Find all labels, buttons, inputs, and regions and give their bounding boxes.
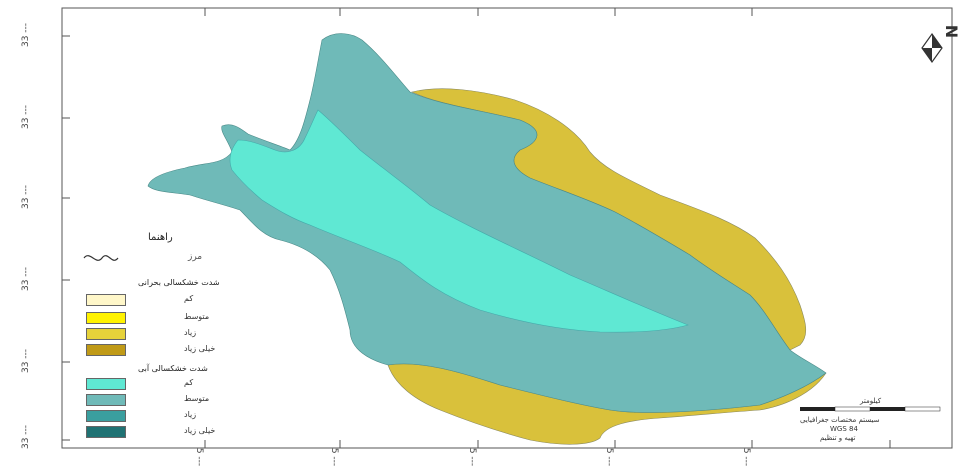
bottom-tick-label: 5 --- xyxy=(741,447,752,467)
legend-swatch xyxy=(86,344,126,356)
legend-item: متوسط xyxy=(86,312,276,326)
scale-bar xyxy=(800,406,941,412)
legend-swatch xyxy=(86,378,126,390)
left-tick-label: 33 --- xyxy=(21,348,32,374)
legend-title: راهنما xyxy=(148,232,173,243)
legend-label: زیاد xyxy=(184,410,197,419)
scale-bar-line3: تهیه و تنظیم xyxy=(820,434,856,442)
north-arrow-letter: N xyxy=(942,24,961,39)
legend-group2-title: شدت خشکسالی آبی xyxy=(138,364,208,373)
legend-swatch xyxy=(86,312,126,324)
bottom-tick-label: 5 --- xyxy=(467,447,478,467)
bottom-tick-label: 5 --- xyxy=(329,447,340,467)
north-arrow-icon xyxy=(921,32,943,64)
scale-bar-label: کیلومتر xyxy=(860,397,882,405)
bottom-tick-label: 5 --- xyxy=(194,447,205,467)
legend-item: کم xyxy=(86,294,276,308)
bottom-tick-label: 5 --- xyxy=(604,447,615,467)
legend-item: خیلی زیاد xyxy=(86,344,276,358)
legend-swatch xyxy=(86,410,126,422)
legend-item: خیلی زیاد xyxy=(86,426,276,440)
legend-group1-title: شدت خشکسالی بحرانی xyxy=(138,278,220,287)
left-tick-label: 33 --- xyxy=(21,22,32,48)
legend-label: کم xyxy=(184,294,194,303)
legend-swatch xyxy=(86,328,126,340)
legend-label: خیلی زیاد xyxy=(184,344,216,353)
frame-ticks xyxy=(62,8,891,448)
left-tick-label: 33 --- xyxy=(21,184,32,210)
legend-item: زیاد xyxy=(86,410,276,424)
legend-boundary-icon xyxy=(83,255,119,261)
legend-subtitle: مرز xyxy=(188,252,203,262)
legend-label: زیاد xyxy=(184,328,197,337)
legend-label: متوسط xyxy=(184,312,210,321)
map-border xyxy=(61,7,953,449)
left-tick-label: 33 --- xyxy=(21,266,32,292)
legend-label: متوسط xyxy=(184,394,210,403)
legend-label: خیلی زیاد xyxy=(184,426,216,435)
left-tick-label: 33 --- xyxy=(21,424,32,450)
central-zone xyxy=(229,109,689,333)
legend-swatch xyxy=(86,426,126,438)
left-tick-label: 33 --- xyxy=(21,104,32,130)
legend-swatch xyxy=(86,294,126,306)
legend-label: کم xyxy=(184,378,194,387)
scale-bar-line2: WGS 84 xyxy=(830,425,858,433)
legend-item: زیاد xyxy=(86,328,276,342)
legend-swatch xyxy=(86,394,126,406)
legend-item: متوسط xyxy=(86,394,276,408)
legend-item: کم xyxy=(86,378,276,392)
scale-bar-line1: سیستم مختصات جغرافیایی xyxy=(800,416,880,424)
